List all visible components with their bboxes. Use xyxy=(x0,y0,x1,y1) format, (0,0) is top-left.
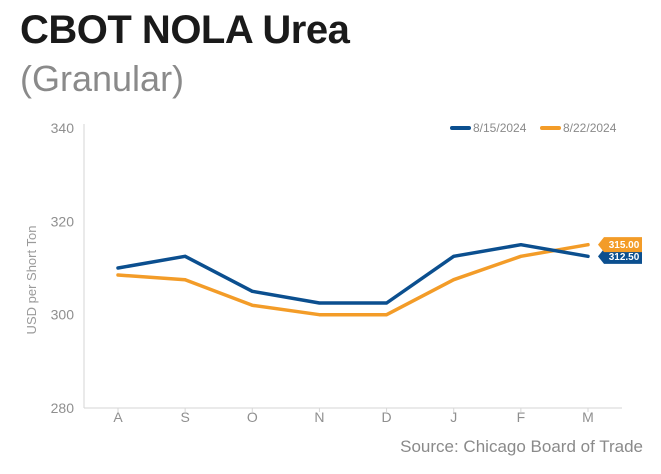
end-label-1: 312.50 xyxy=(598,248,642,264)
data-point xyxy=(452,278,456,282)
data-point xyxy=(116,266,120,270)
data-point xyxy=(317,313,321,317)
y-tick-label: 340 xyxy=(51,120,75,136)
source-note: Source: Chicago Board of Trade xyxy=(400,437,643,456)
end-label-2: 315.00 xyxy=(598,237,642,253)
legend-item-2: 8/22/2024 xyxy=(540,121,617,135)
data-point xyxy=(385,301,389,305)
legend-label: 8/22/2024 xyxy=(563,121,617,135)
end-label-text: 315.00 xyxy=(609,240,640,251)
x-tick-label: M xyxy=(582,409,594,425)
x-tick-label: O xyxy=(247,409,258,425)
series-line-2 xyxy=(116,242,590,317)
data-point xyxy=(250,289,254,293)
data-point xyxy=(183,278,187,282)
x-tick-label: D xyxy=(382,409,392,425)
chart-subtitle: (Granular) xyxy=(20,58,185,99)
end-label-badge xyxy=(598,237,642,253)
chart-legend: 8/15/2024 8/22/2024 xyxy=(450,121,617,135)
end-label-badge xyxy=(598,248,642,264)
series-line-1 xyxy=(116,242,590,305)
chart-title: CBOT NOLA Urea xyxy=(20,8,350,52)
data-point xyxy=(519,243,523,247)
y-axis-label: USD per Short Ton xyxy=(24,226,39,335)
data-point xyxy=(385,313,389,317)
legend-label: 8/15/2024 xyxy=(473,121,527,135)
x-tick-label: N xyxy=(314,409,324,425)
data-point xyxy=(586,243,590,247)
data-point xyxy=(317,301,321,305)
end-label-text: 312.50 xyxy=(609,252,640,263)
legend-item-1: 8/15/2024 xyxy=(450,121,527,135)
data-point xyxy=(452,254,456,258)
data-point xyxy=(183,254,187,258)
x-tick-label: J xyxy=(450,409,457,425)
chart-axes: 280 300 320 340 A S O N D J F M USD per Short Ton xyxy=(24,120,622,425)
y-tick-label: 320 xyxy=(51,213,75,229)
data-point xyxy=(519,254,523,258)
x-tick-label: A xyxy=(113,409,123,425)
data-point xyxy=(250,303,254,307)
series-layer xyxy=(116,242,590,317)
y-tick-label: 280 xyxy=(51,400,75,416)
x-tick-label: F xyxy=(517,409,526,425)
data-point xyxy=(116,273,120,277)
x-tick-label: S xyxy=(180,409,189,425)
y-tick-label: 300 xyxy=(51,307,75,323)
data-point xyxy=(586,254,590,258)
